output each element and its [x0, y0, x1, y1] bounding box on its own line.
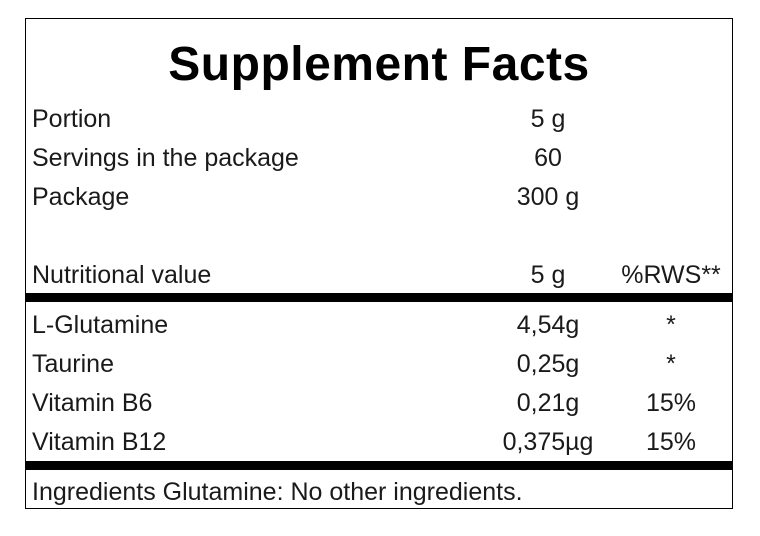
nutrient-name: Vitamin B12 — [32, 428, 167, 456]
info-label: Portion — [32, 105, 112, 133]
ingredients-text: Ingredients Glutamine: No other ingredie… — [32, 478, 523, 506]
nutrient-rws: 15% — [645, 389, 697, 417]
nutrient-rws: 15% — [645, 428, 697, 456]
info-value: 60 — [534, 144, 562, 172]
nutrient-row: L-Glutamine 4,54g * — [26, 307, 732, 343]
thick-divider-top — [26, 293, 732, 302]
nutrient-name: Taurine — [32, 350, 114, 378]
nutrient-rws: * — [666, 350, 676, 378]
info-row-servings: Servings in the package 60 — [26, 140, 732, 176]
nutrition-header-amount: 5 g — [530, 261, 566, 289]
info-value: 5 g — [530, 105, 566, 133]
nutrient-amount: 0,375µg — [502, 428, 594, 456]
info-value: 300 g — [516, 183, 580, 211]
nutrition-header-rws: %RWS** — [621, 261, 721, 289]
supplement-facts-panel: Supplement Facts Portion 5 g Servings in… — [25, 18, 733, 509]
nutrient-row: Vitamin B6 0,21g 15% — [26, 385, 732, 421]
nutrient-amount: 0,21g — [516, 389, 580, 417]
nutrition-header-row: Nutritional value 5 g %RWS** — [26, 257, 732, 293]
nutrient-name: Vitamin B6 — [32, 389, 153, 417]
nutrient-amount: 4,54g — [516, 311, 580, 339]
info-label: Package — [32, 183, 130, 211]
nutrient-row: Taurine 0,25g * — [26, 346, 732, 382]
info-row-portion: Portion 5 g — [26, 101, 732, 137]
nutrient-amount: 0,25g — [516, 350, 580, 378]
info-label: Servings in the package — [32, 144, 299, 172]
thick-divider-bottom — [26, 461, 732, 470]
nutrient-name: L-Glutamine — [32, 311, 169, 339]
nutrient-row: Vitamin B12 0,375µg 15% — [26, 424, 732, 460]
nutrition-header-label: Nutritional value — [32, 261, 212, 289]
panel-title: Supplement Facts — [168, 38, 590, 91]
nutrient-rws: * — [666, 311, 676, 339]
info-row-package: Package 300 g — [26, 179, 732, 215]
